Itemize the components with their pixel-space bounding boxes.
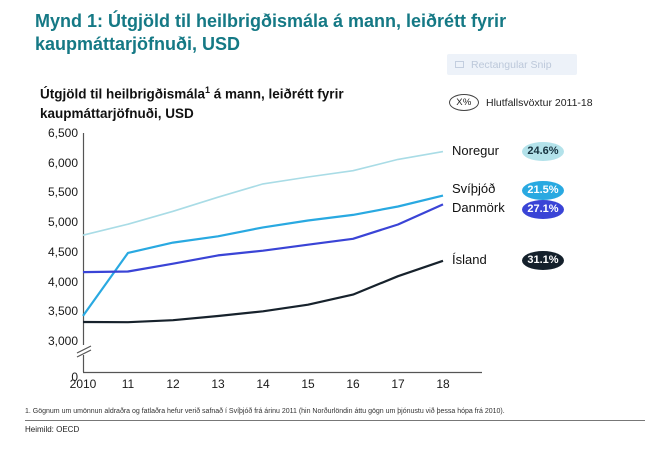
footnote: 1. Gögnum um umönnun aldraðra og fatlaðr… <box>25 408 505 415</box>
growth-badge-Ísland: 31.1% <box>522 251 564 271</box>
series-label-Danmörk: Danmörk <box>452 200 505 216</box>
x-tick-label: 16 <box>346 377 360 391</box>
y-tick-label: 4,000 <box>47 274 78 289</box>
series-line-Ísland <box>82 259 444 324</box>
growth-badge-Svíþjóð: 21.5% <box>522 180 564 200</box>
y-tick-label: 3,000 <box>47 334 78 348</box>
series-line-Noregur <box>82 150 444 236</box>
series-label-Noregur: Noregur <box>452 142 499 158</box>
x-tick-label: 17 <box>391 377 405 391</box>
x-tick-label: 15 <box>301 377 315 391</box>
axis-break-slash <box>76 345 92 354</box>
rectangular-snip-tooltip: Rectangular Snip <box>447 54 577 75</box>
y-tick-label: 5,000 <box>47 215 78 230</box>
x-tick-label: 11 <box>121 377 135 391</box>
x-tick-label: 18 <box>436 377 450 391</box>
source-text: Heimild: OECD <box>25 425 80 434</box>
footnote-marker: 1 <box>205 85 211 95</box>
growth-badge-Noregur: 24.6% <box>522 142 564 162</box>
y-tick-label: 6,500 <box>47 126 78 140</box>
y-tick-label: 5,500 <box>47 185 78 200</box>
y-tick-label-zero: 0 <box>71 370 78 384</box>
x-tick-label: 14 <box>256 377 270 391</box>
y-tick-label: 3,500 <box>47 304 78 319</box>
series-label-Svíþjóð: Svíþjóð <box>452 181 496 197</box>
growth-legend-oval: X% <box>449 94 479 111</box>
growth-legend-label: Hlutfallsvöxtur 2011-18 <box>486 96 593 109</box>
source-divider <box>25 420 645 421</box>
y-tick-label: 6,000 <box>47 155 78 170</box>
snip-icon <box>455 61 464 68</box>
page-title: Mynd 1: Útgjöld til heilbrigðismála á ma… <box>35 11 507 55</box>
y-tick-label: 4,500 <box>47 244 78 259</box>
axis-break-slash <box>76 349 92 358</box>
growth-badge-Danmörk: 27.1% <box>522 199 564 219</box>
series-line-Svíþjóð <box>82 194 444 317</box>
series-line-Danmörk <box>82 203 444 274</box>
growth-legend: X% Hlutfallsvöxtur 2011-18 <box>449 94 593 111</box>
x-tick-label: 2010 <box>69 377 97 391</box>
series-label-Ísland: Ísland <box>452 251 487 267</box>
x-tick-label: 12 <box>166 377 180 391</box>
chart-title: Útgjöld til heilbrigðismála1 á mann, lei… <box>40 85 344 122</box>
x-tick-label: 13 <box>211 377 225 391</box>
snip-tooltip-label: Rectangular Snip <box>471 58 552 71</box>
